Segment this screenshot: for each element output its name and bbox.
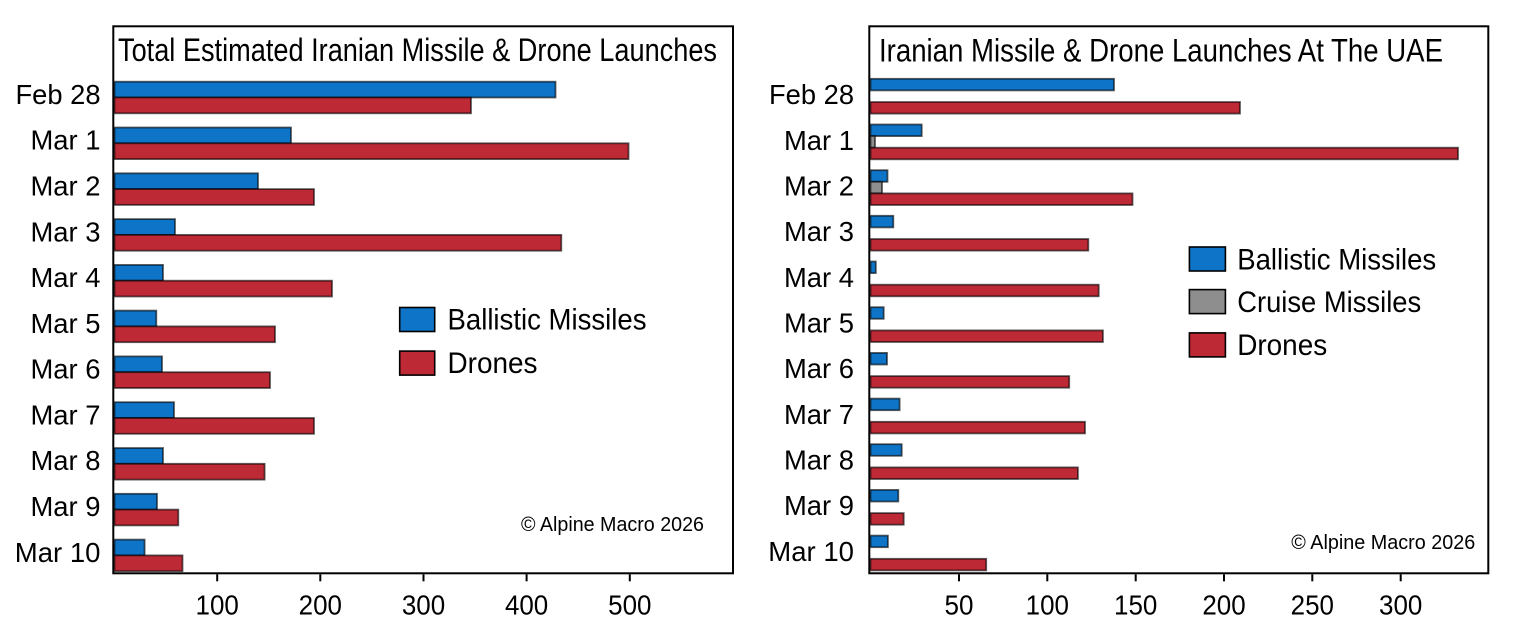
- svg-text:© Alpine Macro 2026: © Alpine Macro 2026: [1291, 532, 1475, 554]
- svg-text:Mar 3: Mar 3: [31, 216, 101, 247]
- svg-text:Mar 4: Mar 4: [784, 262, 854, 293]
- svg-text:Mar 5: Mar 5: [784, 308, 854, 339]
- svg-text:Mar 2: Mar 2: [784, 171, 854, 202]
- svg-text:50: 50: [945, 590, 974, 621]
- svg-text:250: 250: [1291, 590, 1334, 621]
- svg-text:100: 100: [196, 590, 239, 621]
- svg-text:Feb 28: Feb 28: [769, 79, 854, 110]
- svg-text:Mar 7: Mar 7: [31, 399, 101, 430]
- svg-text:Cruise Missiles: Cruise Missiles: [1237, 286, 1421, 319]
- svg-text:Mar 5: Mar 5: [31, 308, 101, 339]
- svg-text:Mar 6: Mar 6: [31, 354, 101, 385]
- svg-text:© Alpine Macro 2026: © Alpine Macro 2026: [521, 514, 704, 536]
- svg-text:100: 100: [1026, 590, 1069, 621]
- svg-text:Mar 4: Mar 4: [31, 262, 101, 293]
- svg-text:Mar 8: Mar 8: [31, 445, 101, 476]
- svg-text:Ballistic Missiles: Ballistic Missiles: [448, 304, 647, 337]
- svg-text:500: 500: [608, 590, 651, 621]
- svg-text:Ballistic Missiles: Ballistic Missiles: [1237, 243, 1436, 276]
- svg-text:Mar 2: Mar 2: [31, 171, 101, 202]
- svg-text:300: 300: [1379, 590, 1422, 621]
- svg-text:150: 150: [1114, 590, 1157, 621]
- svg-text:Mar 6: Mar 6: [784, 353, 854, 384]
- svg-text:Mar 10: Mar 10: [15, 537, 101, 568]
- svg-text:300: 300: [402, 590, 445, 621]
- svg-text:Mar 9: Mar 9: [31, 491, 101, 522]
- svg-text:Mar 1: Mar 1: [31, 125, 101, 156]
- svg-text:400: 400: [505, 590, 548, 621]
- svg-text:Drones: Drones: [1237, 329, 1327, 362]
- svg-text:Mar 10: Mar 10: [768, 536, 854, 567]
- svg-text:Mar 7: Mar 7: [784, 399, 854, 430]
- svg-text:Iranian Missile & Drone Launch: Iranian Missile & Drone Launches At The …: [879, 33, 1443, 69]
- svg-text:Mar 8: Mar 8: [784, 445, 854, 476]
- svg-text:Total Estimated Iranian Missil: Total Estimated Iranian Missile & Drone …: [118, 32, 717, 68]
- svg-text:Mar 3: Mar 3: [784, 216, 854, 247]
- svg-text:Mar 1: Mar 1: [784, 125, 854, 156]
- svg-text:Feb 28: Feb 28: [16, 79, 101, 110]
- svg-text:Mar 9: Mar 9: [784, 490, 854, 521]
- svg-text:200: 200: [299, 590, 342, 621]
- svg-text:Drones: Drones: [448, 347, 538, 380]
- svg-text:200: 200: [1202, 590, 1245, 621]
